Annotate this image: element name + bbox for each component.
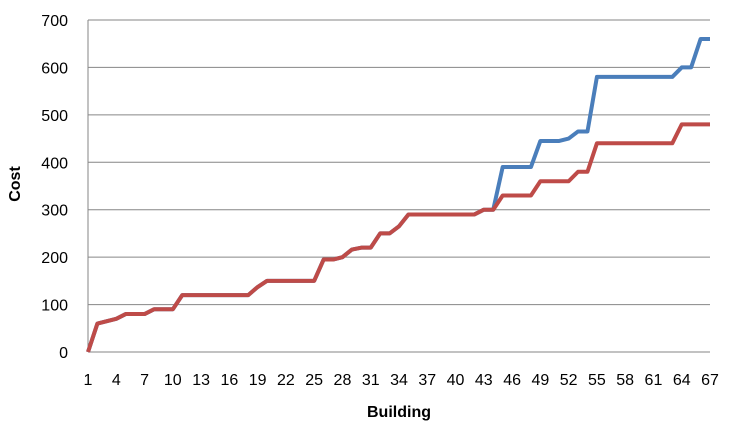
y-tick-label: 200 (41, 250, 68, 267)
x-tick-label: 16 (220, 372, 238, 389)
gridlines (88, 19, 710, 306)
series-lines (86, 36, 710, 353)
x-tick-label: 43 (475, 372, 493, 389)
x-tick-label: 46 (503, 372, 521, 389)
x-tick-label: 10 (164, 372, 182, 389)
y-axis-title: Cost (7, 166, 24, 202)
y-tick-labels: 0 100 200 300 400 500 600 700 (41, 13, 68, 362)
x-tick-label: 58 (616, 372, 634, 389)
x-tick-label: 28 (334, 372, 352, 389)
axes (87, 20, 710, 353)
x-tick-label: 61 (645, 372, 663, 389)
x-tick-label: 40 (447, 372, 465, 389)
y-tick-label: 300 (41, 203, 68, 220)
x-tick-label: 22 (277, 372, 295, 389)
y-tick-label: 400 (41, 155, 68, 172)
y-tick-label: 0 (59, 345, 68, 362)
x-tick-label: 31 (362, 372, 380, 389)
x-tick-label: 49 (531, 372, 549, 389)
x-tick-label: 7 (140, 372, 149, 389)
x-tick-label: 55 (588, 372, 606, 389)
x-tick-label: 67 (701, 372, 719, 389)
x-tick-label: 13 (192, 372, 210, 389)
series-line-2 (86, 122, 710, 353)
x-tick-label: 19 (249, 372, 267, 389)
x-tick-labels: 1 4 7 10 13 16 19 22 25 28 31 34 37 40 43 46 49 52 55 58 61 6… (84, 372, 719, 389)
x-tick-label: 37 (418, 372, 436, 389)
x-tick-label: 25 (305, 372, 323, 389)
x-tick-label: 34 (390, 372, 408, 389)
y-tick-label: 700 (41, 13, 68, 30)
y-tick-label: 100 (41, 298, 68, 315)
x-tick-label: 1 (84, 372, 93, 389)
x-tick-label: 52 (560, 372, 578, 389)
y-tick-label: 500 (41, 108, 68, 125)
x-tick-label: 64 (673, 372, 691, 389)
x-tick-label: 4 (112, 372, 121, 389)
x-axis-title: Building (367, 404, 431, 421)
y-tick-label: 600 (41, 60, 68, 77)
